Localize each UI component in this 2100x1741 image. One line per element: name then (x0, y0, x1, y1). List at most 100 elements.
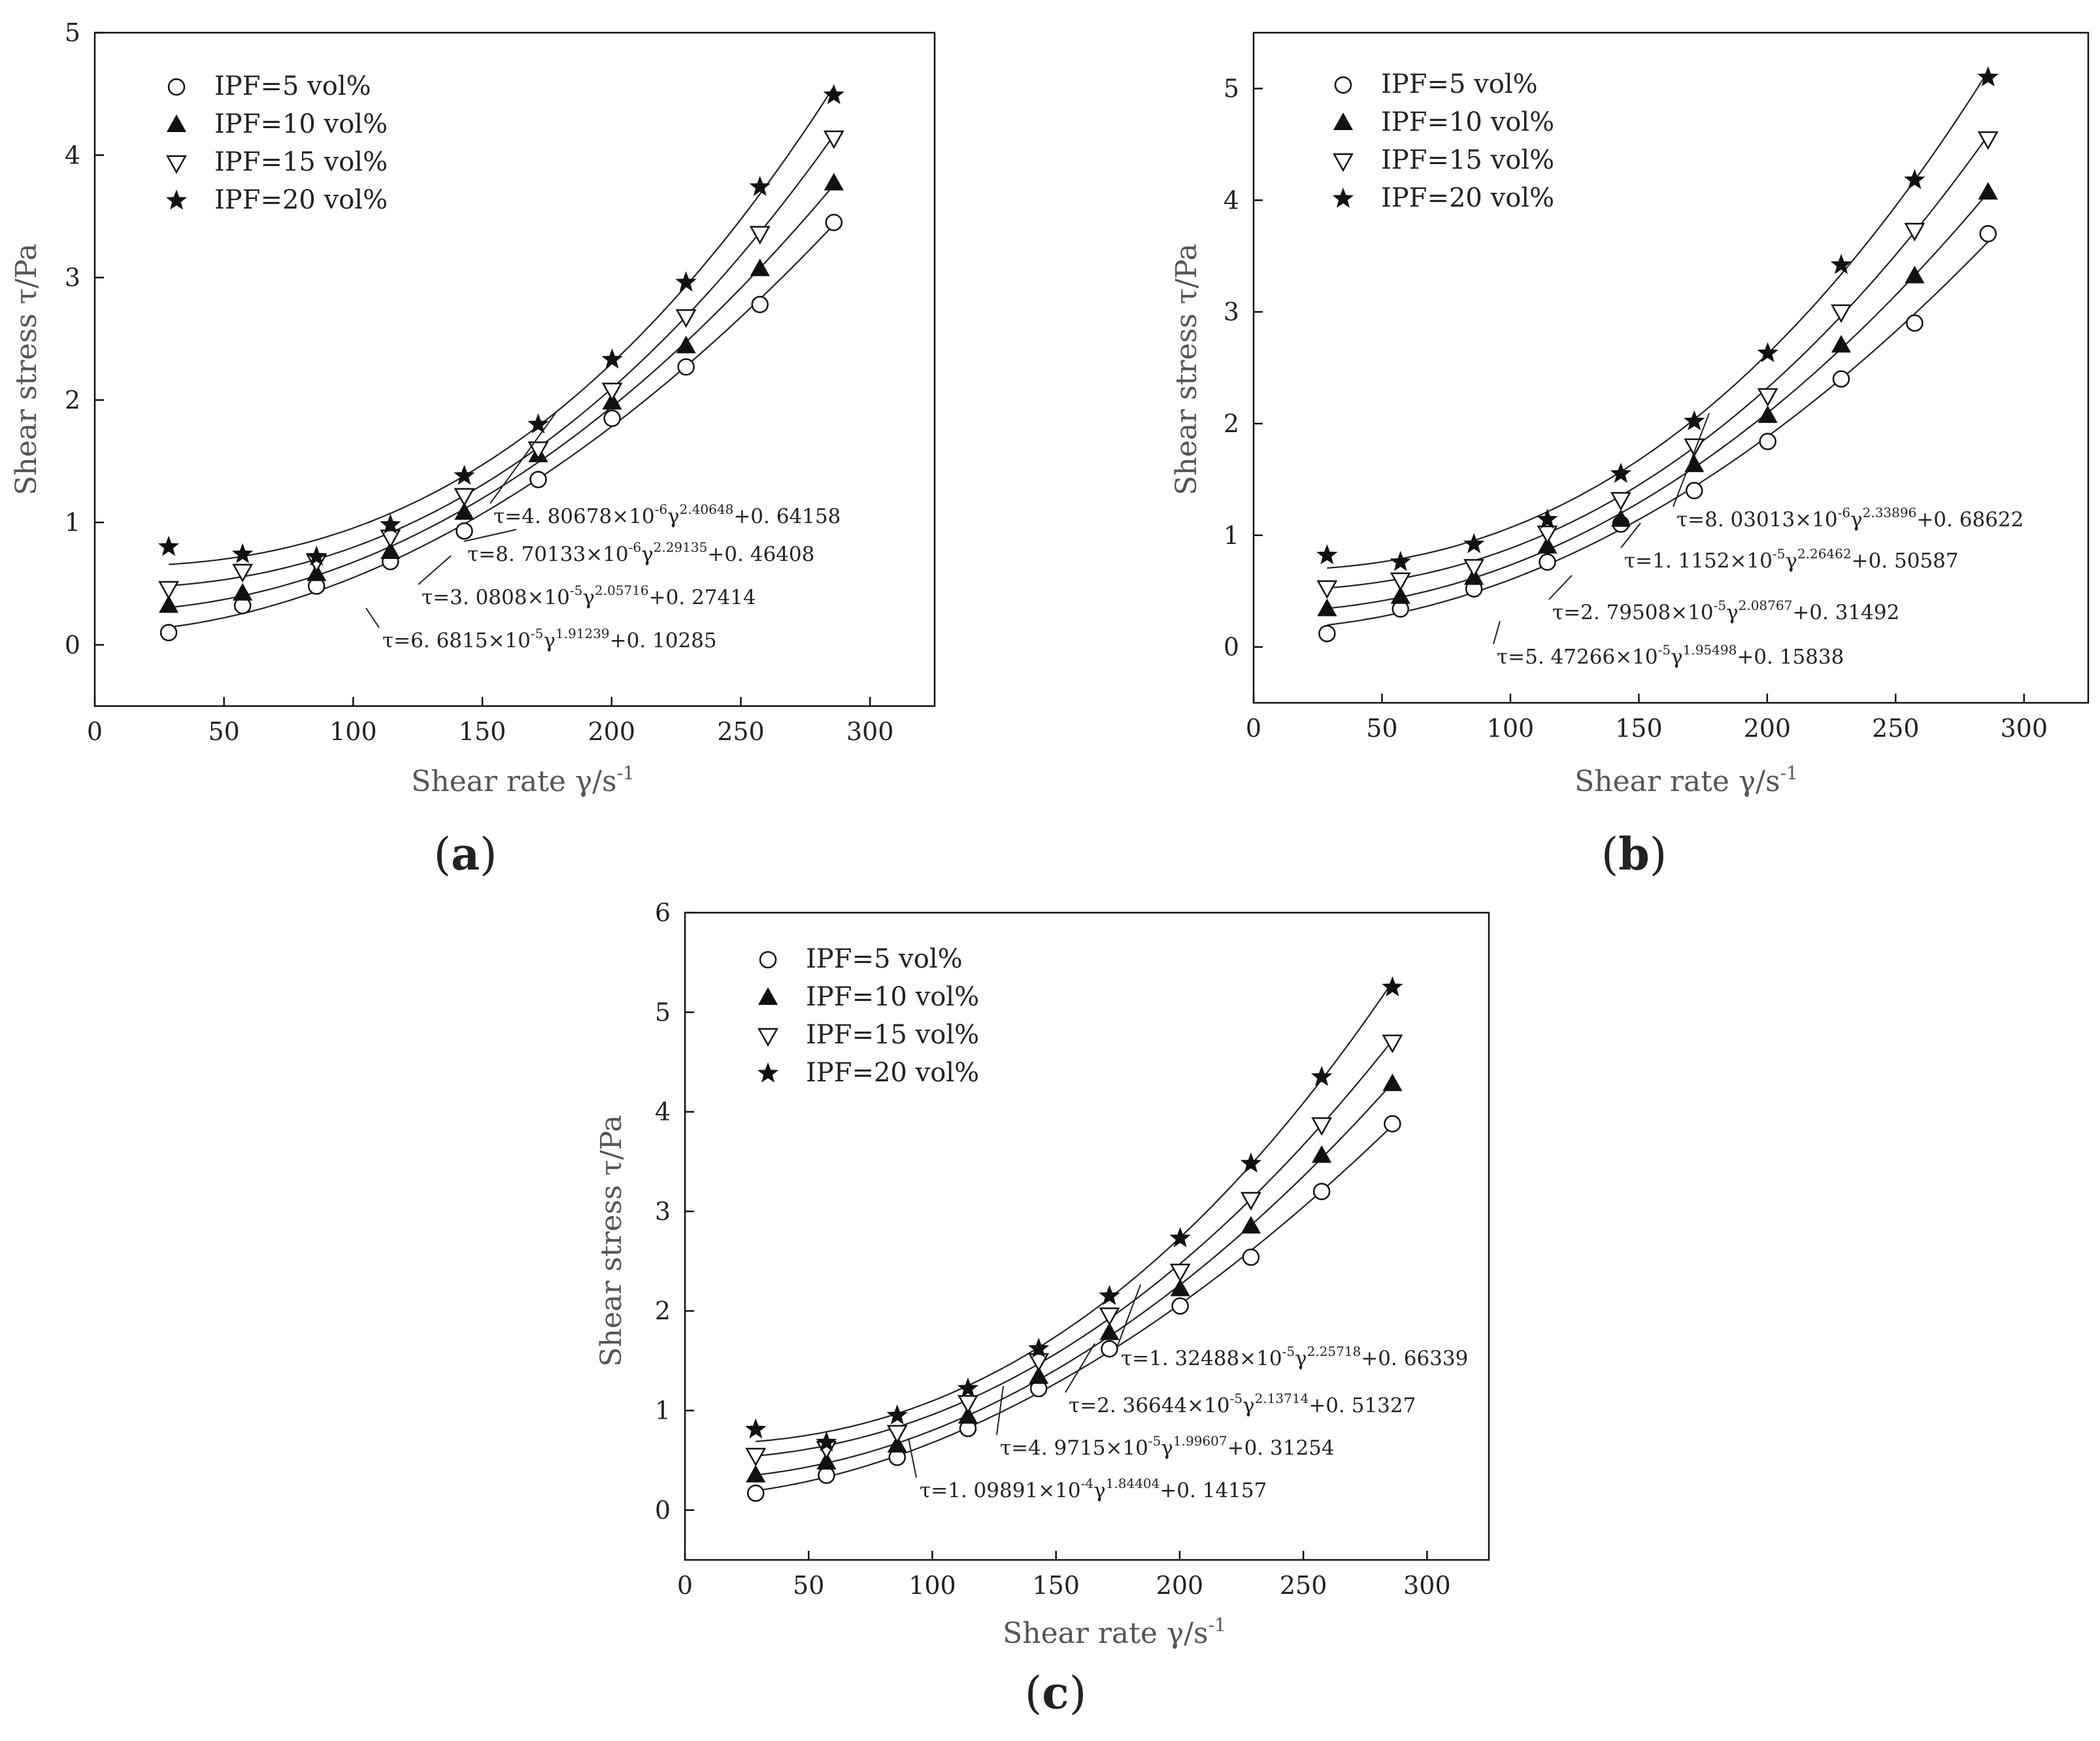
y-tick-label: 5 (65, 18, 80, 47)
legend: IPF=5 vol% IPF=10 vol% IPF=15 vol% IPF=20 v… (757, 944, 979, 1088)
equation-exponent: 2.13714 (1255, 1391, 1309, 1406)
y-tick-label: 3 (655, 1197, 671, 1226)
legend-star-filled-marker (1332, 187, 1354, 208)
x-axis-title-superscript: -1 (1780, 762, 1798, 784)
data-point-triangle-filled-marker (454, 502, 475, 520)
annotation-leader-line (1117, 1284, 1141, 1346)
y-tick-label: 2 (65, 386, 80, 414)
panel-label: (b) (1601, 828, 1667, 881)
annotation-leader-line (490, 413, 556, 504)
equation-exponent-power: -6 (655, 501, 667, 517)
data-point-star-filled-marker (1977, 66, 1999, 87)
fit-curve-1 (168, 224, 835, 628)
annotation-leader-line (1493, 620, 1501, 645)
x-tick-label: 300 (1403, 1571, 1451, 1600)
data-point-triangle-filled-marker (1099, 1322, 1120, 1340)
data-point-triangle-filled-marker (1170, 1278, 1190, 1296)
data-point-triangle-down-open-marker (1169, 1263, 1191, 1283)
data-point-triangle-down-open-marker (1028, 1353, 1050, 1372)
y-tick-label: 4 (65, 141, 80, 169)
equation-coefficient: τ=1. 1152×10 (1624, 549, 1773, 573)
legend-triangle-filled-marker (758, 987, 778, 1005)
x-tick-label: 100 (1487, 714, 1535, 743)
data-point-star-filled-marker (957, 1377, 979, 1398)
panel-label: (c) (1025, 1667, 1086, 1719)
equation-exponent: 2.33896 (1863, 505, 1917, 520)
equation-constant: +0. 31492 (1792, 601, 1899, 624)
equation-constant: +0. 31254 (1227, 1436, 1335, 1460)
equation-variable: γ (1785, 549, 1797, 573)
data-point-star-filled-marker (158, 535, 180, 556)
data-point-triangle-filled-marker (1758, 405, 1778, 423)
equation-constant: +0. 10285 (610, 629, 717, 652)
x-axis-title-text: Shear rate γ/s (1003, 1617, 1208, 1650)
equation-exponent-power: -6 (1838, 505, 1850, 520)
data-point-circle-open-marker (1171, 1297, 1189, 1315)
data-point-triangle-down-open-marker (527, 441, 549, 460)
y-tick-label: 4 (1224, 186, 1239, 214)
y-tick-label: 3 (65, 263, 80, 292)
data-point-circle-open-marker (1384, 1115, 1401, 1133)
data-point-star-filled-marker (1463, 533, 1485, 554)
legend-entry: IPF=15 vol% (806, 1020, 979, 1050)
data-point-circle-open-marker (1906, 314, 1924, 332)
x-axis-title: Shear rate γ/s-1 (1575, 762, 1798, 798)
legend-entry: IPF=20 vol% (1381, 183, 1554, 213)
equation-exponent: 1.91239 (556, 626, 610, 641)
fit-equation: τ=5. 47266×10-5γ1.95498+0. 15838 (1497, 642, 1844, 669)
equation-exponent-power: -5 (531, 626, 543, 641)
data-point-triangle-filled-marker (380, 541, 401, 559)
data-point-star-filled-marker (749, 175, 771, 196)
data-point-triangle-filled-marker (1537, 535, 1558, 554)
legend-triangle-down-open-marker (166, 155, 187, 174)
equation-exponent-power: -5 (1230, 1391, 1242, 1406)
data-point-triangle-down-open-marker (749, 226, 771, 245)
data-point-triangle-filled-marker (1029, 1366, 1049, 1384)
data-point-star-filled-marker (1537, 508, 1558, 529)
equation-coefficient: τ=1. 32488×10 (1121, 1347, 1282, 1370)
equation-coefficient: τ=8. 70133×10 (467, 543, 629, 566)
data-point-triangle-down-open-marker (1904, 222, 1925, 242)
equation-exponent: 2.40648 (680, 501, 734, 517)
fit-curve-4 (1327, 71, 1989, 569)
data-point-triangle-down-open-marker (1316, 580, 1338, 599)
data-point-star-filled-marker (231, 543, 254, 564)
equation-coefficient: τ=8. 03013×10 (1676, 508, 1838, 532)
x-axis-title: Shear rate γ/s-1 (411, 762, 635, 798)
data-point-star-filled-marker (1316, 544, 1338, 565)
equation-constant: +0. 64158 (733, 505, 841, 528)
equation-coefficient: τ=5. 47266×10 (1497, 645, 1658, 669)
fit-equation: τ=1. 32488×10-5γ2.25718+0. 66339 (1121, 1344, 1468, 1370)
equation-coefficient: τ=4. 80678×10 (493, 505, 655, 528)
x-tick-label: 200 (1156, 1571, 1204, 1600)
fit-curve-4 (756, 981, 1393, 1442)
equation-exponent: 2.29135 (654, 539, 708, 555)
equation-exponent: 1.95498 (1683, 642, 1737, 658)
data-point-triangle-filled-marker (1610, 509, 1631, 527)
x-tick-label: 0 (677, 1571, 693, 1600)
data-point-triangle-down-open-marker (886, 1425, 908, 1444)
data-point-triangle-filled-marker (1390, 586, 1410, 604)
data-point-triangle-down-open-marker (958, 1394, 978, 1414)
equation-variable: γ (1161, 1436, 1173, 1460)
data-point-circle-open-marker (677, 358, 695, 376)
data-point-star-filled-marker (1310, 1066, 1333, 1087)
data-point-circle-open-marker (1979, 225, 1997, 243)
data-point-triangle-down-open-marker (1757, 388, 1778, 407)
plot-frame (684, 911, 1490, 1561)
data-point-triangle-filled-marker (824, 173, 844, 191)
data-point-triangle-down-open-marker (601, 382, 623, 401)
annotation-leader-line (1548, 575, 1573, 600)
annotation-leader-line (463, 529, 517, 542)
x-tick-label: 250 (1280, 1571, 1327, 1600)
data-point-star-filled-marker (306, 545, 327, 566)
equation-exponent: 2.05716 (595, 583, 649, 598)
legend-triangle-filled-marker (166, 114, 187, 132)
data-point-circle-open-marker (456, 522, 473, 540)
fit-curve-4 (169, 86, 835, 566)
y-tick-label: 1 (65, 508, 80, 537)
data-point-triangle-filled-marker (816, 1451, 837, 1470)
legend-entry: IPF=10 vol% (806, 982, 979, 1012)
equation-exponent-power: -5 (1148, 1433, 1161, 1449)
